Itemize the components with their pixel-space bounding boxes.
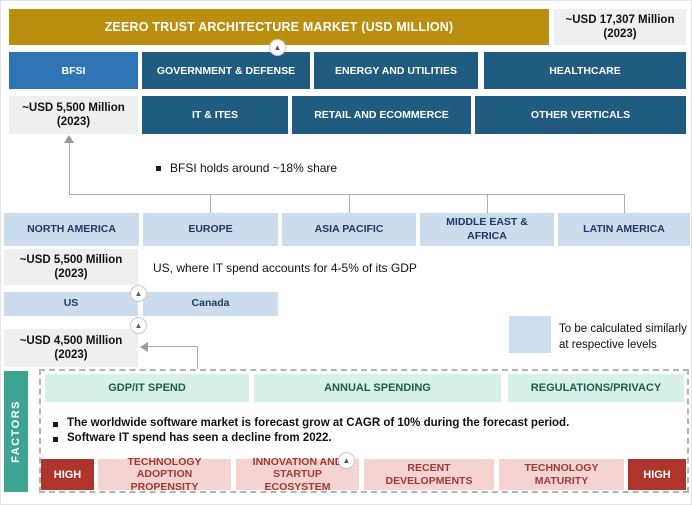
bfsi-share-note: BFSI holds around ~18% share: [156, 161, 337, 175]
us-value-box: ~USD 4,500 Million (2023): [4, 329, 138, 367]
connector-line: [624, 194, 625, 213]
vertical-government-defense: GOVERNMENT & DEFENSE: [142, 52, 310, 89]
up-arrow-icon: ▲: [130, 285, 147, 302]
vertical-bfsi: BFSI: [9, 52, 138, 89]
vertical-retail-ecommerce: RETAIL AND ECOMMERCE: [292, 96, 471, 134]
us-year: (2023): [54, 349, 88, 361]
bullet-square-icon: [53, 422, 58, 427]
north-america-value-box: ~USD 5,500 Million (2023): [4, 249, 138, 285]
connector-line: [69, 143, 70, 194]
factors-sidebar: FACTORS: [4, 371, 28, 492]
up-arrow-icon: ▲: [269, 39, 286, 56]
factors-note: Software IT spend has seen a decline fro…: [53, 432, 653, 444]
total-market-year: (2023): [603, 28, 637, 40]
vertical-other: OTHER VERTICALS: [475, 96, 686, 134]
factor-gdp-it-spend: GDP/IT SPEND: [45, 374, 249, 402]
vertical-it-ites: IT & ITES: [142, 96, 288, 134]
vertical-healthcare: HEALTHCARE: [484, 52, 686, 89]
us-gdp-note: US, where IT spend accounts for 4-5% of …: [153, 261, 417, 275]
factors-note: The worldwide software market is forecas…: [53, 417, 653, 429]
arrow-up-icon: [64, 135, 74, 143]
up-arrow-icon: ▲: [130, 317, 147, 334]
us-value: ~USD 4,500 Million: [19, 334, 123, 347]
factor-regulations-privacy: REGULATIONS/PRIVACY: [508, 374, 684, 402]
connector-line: [349, 194, 350, 213]
rating-high-right: HIGH: [628, 459, 686, 490]
bfsi-value-box: ~USD 5,500 Million (2023): [9, 96, 138, 134]
connector-line: [210, 194, 211, 213]
legend-note: To be calculated similarly at respective…: [559, 323, 687, 351]
connector-line: [148, 346, 198, 347]
bullet-square-icon: [53, 437, 58, 442]
factor-technology-maturity: TECHNOLOGY MATURITY: [499, 459, 624, 490]
region-middle-east-africa: MIDDLE EAST & AFRICA: [420, 213, 554, 246]
region-asia-pacific: ASIA PACIFIC: [282, 213, 416, 246]
country-canada: Canada: [143, 292, 278, 316]
north-america-year: (2023): [54, 268, 88, 280]
vertical-energy-utilities: ENERGY AND UTILITIES: [314, 52, 478, 89]
region-latin-america: LATIN AMERICA: [558, 213, 690, 246]
connector-line: [487, 194, 488, 213]
region-europe: EUROPE: [143, 213, 278, 246]
rating-high-left: HIGH: [41, 459, 94, 490]
connector-line: [69, 194, 625, 195]
country-us: US: [4, 292, 138, 316]
bfsi-value: ~USD 5,500 Million: [22, 101, 125, 114]
region-north-america: NORTH AMERICA: [4, 213, 139, 246]
factor-recent-developments: RECENT DEVELOPMENTS: [364, 459, 494, 490]
bfsi-year: (2023): [56, 116, 91, 128]
total-market-value-box: ~USD 17,307 Million (2023): [554, 9, 686, 45]
arrow-left-icon: [140, 342, 148, 352]
bullet-square-icon: [156, 166, 161, 171]
up-arrow-icon: ▲: [338, 452, 355, 469]
north-america-value: ~USD 5,500 Million: [19, 253, 123, 266]
factor-technology-adoption: TECHNOLOGY ADOPTION PROPENSITY: [98, 456, 231, 493]
legend-swatch: [509, 316, 551, 353]
connector-line: [197, 346, 198, 369]
factor-annual-spending: ANNUAL SPENDING: [254, 374, 501, 402]
total-market-value: ~USD 17,307 Million: [565, 13, 675, 26]
